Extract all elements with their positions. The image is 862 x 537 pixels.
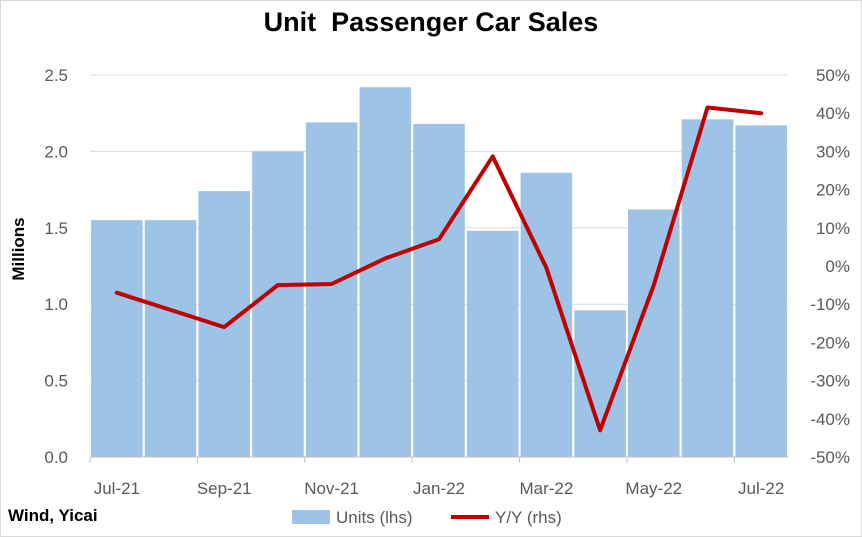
left-tick-label: 0.0	[44, 448, 68, 467]
chart-title: Unit Passenger Car Sales	[263, 7, 599, 37]
right-tick-label: 10%	[816, 219, 850, 238]
left-tick-label: 2.0	[44, 142, 68, 161]
left-tick-label: 0.5	[44, 372, 68, 391]
right-tick-label: -50%	[810, 448, 850, 467]
bar	[466, 230, 519, 457]
right-tick-label: 50%	[816, 66, 850, 85]
legend-label-yoy: Y/Y (rhs)	[495, 508, 562, 527]
legend-label-units: Units (lhs)	[336, 508, 413, 527]
bar	[198, 191, 251, 458]
bar	[520, 172, 573, 458]
x-tick-label: Mar-22	[519, 479, 573, 498]
right-tick-label: 30%	[816, 142, 850, 161]
legend-swatch-units	[292, 510, 330, 524]
bar	[735, 125, 787, 457]
right-tick-label: -40%	[810, 410, 850, 429]
x-tick-label: Jan-22	[413, 479, 465, 498]
bar	[413, 123, 465, 457]
right-tick-label: 20%	[816, 181, 850, 200]
x-tick-label: Nov-21	[304, 479, 359, 498]
bar	[91, 220, 143, 457]
x-tick-label: Sep-21	[197, 479, 252, 498]
bar	[144, 220, 197, 457]
right-tick-label: 40%	[816, 104, 850, 123]
bar	[681, 119, 734, 457]
x-tick-label: Jul-22	[738, 479, 784, 498]
x-tick-label: Jul-21	[94, 479, 140, 498]
left-tick-label: 1.0	[44, 295, 68, 314]
source-note: Wind, Yicai	[8, 506, 98, 525]
right-tick-label: -20%	[810, 333, 850, 352]
right-tick-label: -10%	[810, 295, 850, 314]
right-tick-label: 0%	[825, 257, 850, 276]
bar	[305, 122, 358, 458]
left-tick-label: 2.5	[44, 66, 68, 85]
right-tick-label: -30%	[810, 372, 850, 391]
x-tick-label: May-22	[625, 479, 682, 498]
yoy-line	[114, 105, 764, 433]
left-tick-label: 1.5	[44, 219, 68, 238]
bar	[252, 151, 304, 457]
bar	[359, 87, 412, 457]
